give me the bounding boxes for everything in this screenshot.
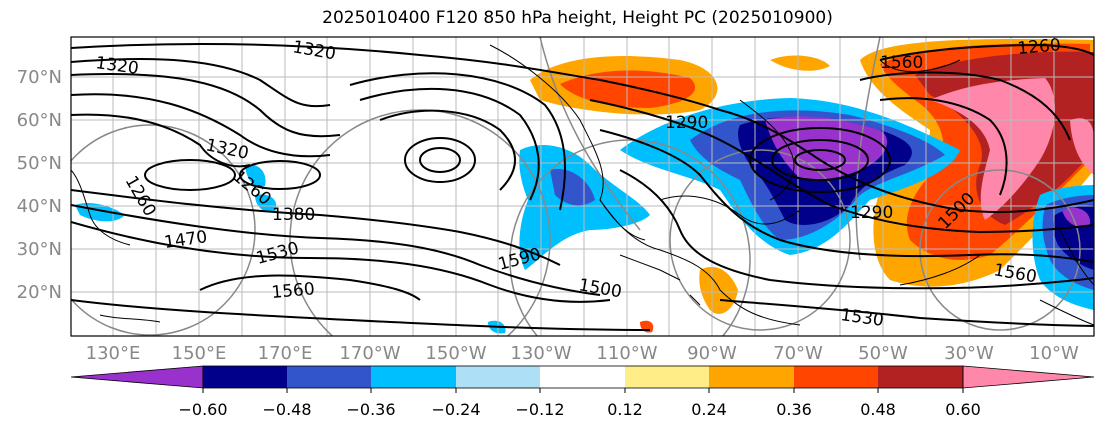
lon-label: 10°W <box>1029 343 1079 364</box>
coastlines <box>71 44 1094 326</box>
lon-label: 150°E <box>171 343 227 364</box>
colorbar-bin <box>287 366 371 388</box>
lon-label: 130°E <box>85 343 141 364</box>
lon-label: 110°W <box>596 343 658 364</box>
contour-label: 1560 <box>880 53 923 73</box>
colorbar-tick-label: 0.24 <box>691 400 727 419</box>
colorbar-tick-label: 0.60 <box>945 400 981 419</box>
colorbar-bin <box>540 366 625 388</box>
colorbar-tick-label: 0.36 <box>776 400 812 419</box>
contour-label: 1560 <box>271 279 316 303</box>
contour-label: 1260 <box>1017 35 1062 59</box>
contour-label: 1290 <box>850 203 893 223</box>
colorbar-bin <box>878 366 963 388</box>
lon-label: 70°W <box>773 343 823 364</box>
colorbar-tick-label: −0.48 <box>262 400 312 419</box>
strong-positive-anomaly <box>930 78 1056 220</box>
colorbar-tick-label: −0.36 <box>346 400 396 419</box>
colorbar-bin <box>371 366 456 388</box>
lat-label: 60°N <box>16 110 62 131</box>
lat-label: 30°N <box>16 239 62 260</box>
lon-label: 30°W <box>944 343 994 364</box>
contour-label: 1290 <box>665 113 708 133</box>
colorbar-bin <box>794 366 878 388</box>
lat-label: 50°N <box>16 153 62 174</box>
colorbar-tick-label: 0.48 <box>860 400 896 419</box>
lon-label: 150°W <box>425 343 487 364</box>
colorbar <box>70 365 1095 393</box>
lon-label: 170°W <box>339 343 401 364</box>
lon-label: 50°W <box>858 343 908 364</box>
colorbar-bin <box>203 366 287 388</box>
colorbar-extend-low <box>70 365 204 389</box>
lon-label: 130°W <box>510 343 572 364</box>
map-frame <box>70 36 1095 337</box>
map-title: 2025010400 F120 850 hPa height, Height P… <box>322 8 833 28</box>
colorbar-extend-high <box>962 365 1095 389</box>
colorbar-bin <box>625 366 709 388</box>
contour-label: 1380 <box>272 205 315 225</box>
colorbar-tick-label: −0.24 <box>431 400 481 419</box>
colorbar-tick-label: 0.12 <box>607 400 643 419</box>
lat-label: 20°N <box>16 282 62 303</box>
height-contours <box>71 43 1094 331</box>
colorbar-tick-label: −0.60 <box>178 400 228 419</box>
colorbar-bin <box>709 366 794 388</box>
projection-arcs <box>71 37 1081 336</box>
lon-label: 90°W <box>687 343 737 364</box>
lat-label: 40°N <box>16 196 62 217</box>
colorbar-bin <box>456 366 540 388</box>
lon-label: 170°E <box>257 343 313 364</box>
lat-label: 70°N <box>16 67 62 88</box>
colorbar-tick-label: −0.12 <box>515 400 565 419</box>
